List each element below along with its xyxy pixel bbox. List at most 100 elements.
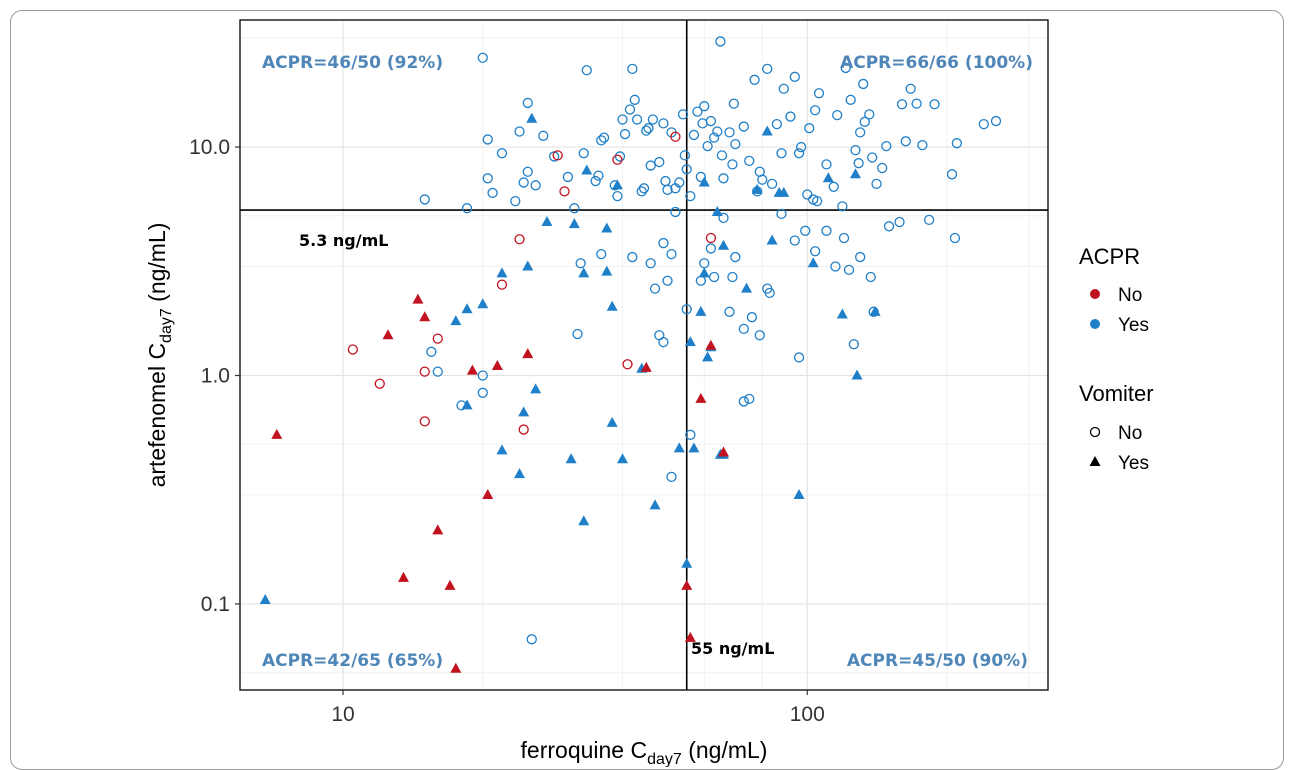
data-point-circle	[645, 258, 656, 269]
data-point-circle	[923, 214, 935, 226]
data-point-circle	[810, 246, 821, 257]
data-point-circle	[477, 387, 488, 398]
data-point-circle	[692, 106, 703, 117]
data-point-circle	[482, 173, 493, 184]
data-point-circle	[865, 271, 876, 283]
data-point-circle	[681, 164, 692, 175]
data-point-circle	[685, 190, 696, 202]
data-point-circle	[596, 135, 607, 146]
data-point-circle	[978, 118, 989, 130]
data-point-triangle	[766, 234, 778, 245]
data-point-circle	[705, 243, 717, 254]
data-point-circle	[374, 378, 385, 389]
data-point-circle	[727, 159, 738, 170]
data-point-circle	[762, 63, 773, 75]
data-point-circle	[929, 99, 940, 110]
data-point-circle	[685, 429, 696, 440]
axis-ticks: 10 100 0.1 1.0 10.0	[189, 136, 825, 726]
data-point-triangle	[741, 282, 753, 293]
data-point-circle	[951, 138, 963, 149]
data-point-circle	[730, 251, 741, 263]
data-point-circle	[641, 125, 652, 136]
data-point-triangle	[640, 361, 652, 372]
data-point-triangle	[698, 267, 710, 278]
data-point-triangle	[695, 305, 707, 316]
x-axis-title: ferroquine Cday7 (ng/mL)	[521, 737, 768, 767]
data-point-circle	[636, 186, 647, 197]
data-point-circle	[432, 366, 443, 377]
data-point-triangle	[541, 215, 553, 226]
data-point-circle	[631, 114, 643, 125]
legend-vomiter-no-label: No	[1118, 423, 1142, 444]
data-point-circle	[590, 175, 601, 187]
data-point-circle	[843, 264, 855, 276]
data-point-triangle	[450, 315, 462, 326]
data-point-circle	[578, 148, 589, 159]
data-point-triangle	[496, 444, 508, 455]
data-point-circle	[845, 94, 856, 105]
legend-open-circle-icon	[1089, 426, 1101, 438]
data-point-circle	[426, 346, 437, 357]
data-point-circle	[828, 181, 839, 192]
data-point-triangle	[601, 265, 613, 276]
data-point-circle	[859, 116, 870, 127]
data-point-circle	[699, 101, 710, 112]
data-point-circle	[559, 186, 570, 197]
data-point-circle	[522, 97, 533, 109]
data-point-circle	[771, 118, 783, 130]
data-point-circle	[708, 132, 720, 143]
data-point-circle	[598, 132, 610, 143]
plot-border	[239, 19, 1049, 691]
data-point-circle	[757, 174, 768, 185]
data-point-circle	[730, 138, 741, 150]
data-point-circle	[830, 261, 841, 272]
data-point-circle	[658, 118, 669, 129]
data-point-circle	[894, 216, 905, 228]
data-point-circle	[738, 121, 749, 132]
data-point-circle	[715, 36, 726, 47]
data-points	[259, 36, 1002, 673]
data-point-circle	[727, 271, 738, 283]
data-point-circle	[518, 177, 529, 188]
data-point-circle	[514, 126, 525, 137]
data-point-circle	[810, 105, 821, 116]
data-point-circle	[562, 171, 573, 183]
data-point-circle	[614, 151, 626, 162]
y-tick-label: 10.0	[189, 136, 230, 159]
data-point-triangle	[259, 594, 271, 605]
data-point-circle	[754, 330, 765, 341]
data-point-circle	[877, 162, 888, 174]
data-point-circle	[708, 271, 720, 283]
legend-vomiter-yes-label: Yes	[1118, 453, 1149, 474]
legend-acpr-yes-label: Yes	[1118, 315, 1149, 336]
legend-acpr-yes-swatch	[1090, 319, 1100, 329]
data-point-circle	[627, 63, 638, 75]
x-tick-label: 10	[331, 703, 354, 726]
data-point-circle	[522, 166, 533, 177]
data-point-circle	[785, 111, 796, 122]
data-point-triangle	[568, 218, 580, 229]
data-point-circle	[482, 134, 493, 145]
y-axis-title-main: artefenomel C	[144, 343, 170, 487]
data-point-circle	[647, 114, 659, 125]
data-point-circle	[728, 98, 740, 109]
data-point-circle	[749, 74, 760, 85]
x-axis-title-unit: (ng/mL)	[682, 737, 768, 763]
data-point-circle	[778, 83, 789, 94]
data-point-circle	[789, 235, 800, 246]
data-point-circle	[716, 150, 728, 161]
data-point-circle	[419, 366, 430, 377]
data-point-circle	[718, 173, 729, 184]
data-point-triangle	[606, 300, 618, 311]
data-point-triangle	[578, 515, 590, 526]
data-point-circle	[776, 208, 787, 220]
data-point-triangle	[649, 499, 661, 510]
legend-acpr-title: ACPR	[1079, 244, 1140, 269]
data-point-circle	[858, 78, 869, 90]
data-point-triangle	[836, 308, 848, 319]
data-point-triangle	[681, 579, 693, 590]
data-point-circle	[347, 344, 358, 355]
y-tick-label: 0.1	[201, 593, 230, 616]
data-point-circle	[744, 155, 755, 167]
